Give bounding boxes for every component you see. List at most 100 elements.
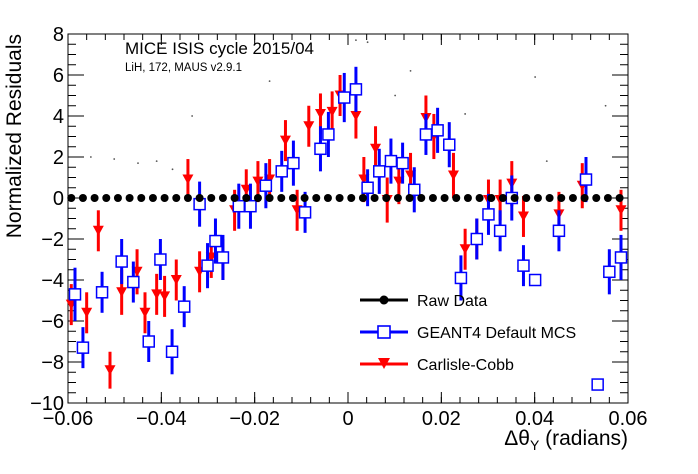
y-tick-label: 0 bbox=[53, 188, 64, 210]
data-point bbox=[76, 341, 90, 354]
data-point bbox=[244, 199, 257, 213]
data-point bbox=[533, 194, 542, 202]
data-point bbox=[259, 179, 273, 192]
data-point bbox=[127, 275, 140, 289]
legend-label-carlisle-cobb: Carlisle-Cobb bbox=[417, 357, 514, 374]
stray-dot bbox=[171, 168, 174, 171]
legend: Raw Data GEANT4 Default MCS Carlisle-Cob… bbox=[360, 293, 576, 374]
data-point bbox=[370, 194, 379, 202]
data-point bbox=[102, 194, 111, 202]
data-point bbox=[279, 135, 291, 146]
data-point bbox=[137, 194, 146, 202]
x-axis-title-units: (radians) bbox=[539, 427, 628, 450]
chart-title: MICE ISIS cycle 2015/04 bbox=[125, 39, 314, 58]
data-point bbox=[447, 170, 459, 181]
data-point bbox=[419, 128, 433, 141]
data-point bbox=[195, 194, 204, 202]
data-point bbox=[615, 205, 627, 216]
data-point bbox=[405, 194, 414, 202]
data-point bbox=[314, 142, 327, 156]
data-point bbox=[459, 244, 471, 255]
y-tick-label: −2 bbox=[41, 229, 64, 251]
data-point bbox=[183, 194, 192, 202]
data-point bbox=[218, 194, 227, 202]
x-axis-title-subscript: Y bbox=[530, 437, 540, 453]
stray-dot bbox=[366, 41, 369, 44]
legend-marker-carlisle-cobb bbox=[378, 358, 390, 369]
data-point bbox=[326, 106, 338, 117]
data-point bbox=[591, 378, 604, 391]
stray-dot bbox=[534, 76, 537, 78]
data-point bbox=[493, 224, 507, 238]
stray-dot bbox=[191, 115, 194, 117]
x-tick-label: −0.02 bbox=[229, 408, 280, 430]
data-point bbox=[170, 275, 182, 285]
legend-marker-raw-data bbox=[379, 295, 389, 305]
data-point bbox=[209, 234, 222, 248]
data-point bbox=[358, 194, 367, 202]
x-tick-label: 0.06 bbox=[609, 408, 648, 430]
data-point bbox=[151, 289, 163, 300]
x-tick-label: 0 bbox=[342, 408, 353, 430]
data-point bbox=[396, 156, 409, 170]
data-point bbox=[463, 194, 472, 202]
data-point bbox=[232, 199, 246, 213]
data-point bbox=[452, 194, 461, 202]
x-axis-title-symbol: Δθ bbox=[504, 427, 530, 450]
data-point bbox=[603, 194, 612, 202]
stray-dot bbox=[464, 113, 467, 115]
x-tick-label: −0.06 bbox=[43, 408, 94, 430]
data-point bbox=[615, 194, 624, 202]
data-point bbox=[253, 194, 262, 202]
legend-marker-geant4 bbox=[377, 325, 391, 339]
y-tick-label: −4 bbox=[41, 270, 64, 292]
data-point bbox=[322, 128, 335, 141]
data-point bbox=[242, 194, 251, 202]
data-point bbox=[417, 194, 426, 202]
y-tick-label: 6 bbox=[53, 65, 64, 87]
data-point bbox=[384, 154, 398, 168]
series-raw-data bbox=[67, 194, 624, 202]
data-point bbox=[303, 121, 315, 132]
data-point bbox=[68, 288, 82, 301]
data-point bbox=[510, 194, 519, 202]
stray-dot bbox=[604, 104, 607, 107]
data-point bbox=[159, 291, 171, 302]
data-point bbox=[603, 265, 616, 279]
series-geant4-default-mcs bbox=[68, 66, 628, 391]
legend-entry-raw-data: Raw Data bbox=[360, 293, 487, 310]
data-point bbox=[323, 194, 332, 202]
stray-dot bbox=[355, 39, 357, 42]
data-point bbox=[338, 91, 351, 104]
data-point bbox=[498, 194, 507, 202]
data-point bbox=[81, 307, 93, 318]
data-point bbox=[475, 194, 484, 202]
chart-subtitle: LiH, 172, MAUS v2.9.1 bbox=[125, 62, 242, 74]
data-point bbox=[592, 194, 601, 202]
data-point bbox=[373, 165, 386, 178]
stray-dot bbox=[268, 80, 271, 83]
data-point bbox=[545, 194, 554, 202]
data-point bbox=[528, 273, 542, 287]
stray-dot bbox=[394, 94, 397, 97]
axes: −10 −8 −6 −4 −2 0 2 4 6 8 −0.06 −0.04 −0.02 0 0.02 0.04… bbox=[30, 24, 647, 430]
data-point bbox=[125, 194, 134, 202]
data-point bbox=[177, 300, 191, 313]
data-point bbox=[252, 176, 264, 187]
stray-dot bbox=[409, 70, 412, 72]
data-point bbox=[265, 194, 274, 202]
data-point bbox=[115, 255, 128, 268]
stray-dots bbox=[89, 39, 607, 171]
data-point bbox=[568, 194, 577, 202]
data-point bbox=[431, 124, 444, 137]
data-point bbox=[347, 194, 356, 202]
y-tick-label: −6 bbox=[41, 311, 64, 333]
data-point bbox=[78, 194, 87, 202]
data-point bbox=[382, 194, 391, 202]
stray-dot bbox=[155, 160, 158, 163]
data-point bbox=[172, 194, 181, 202]
data-point bbox=[182, 174, 194, 185]
x-axis-title: ΔθY (radians) bbox=[504, 427, 628, 453]
data-point bbox=[522, 194, 531, 202]
legend-label-raw-data: Raw Data bbox=[417, 293, 487, 310]
